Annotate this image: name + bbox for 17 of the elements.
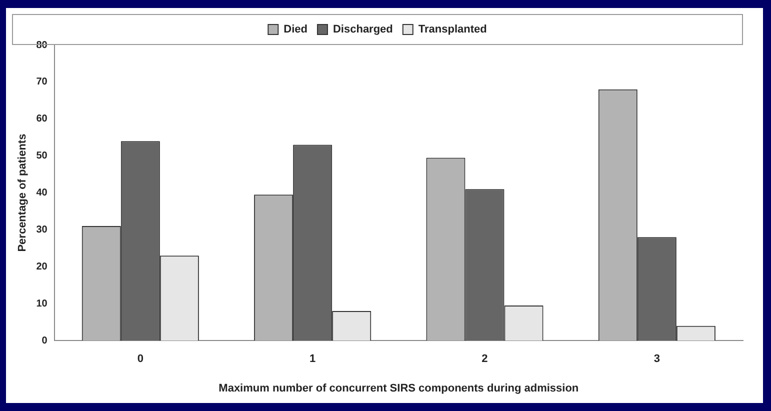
x-tick-label: 0 — [137, 353, 144, 366]
x-axis-title: Maximum number of concurrent SIRS components during admission — [218, 382, 579, 394]
y-tick-label: 0 — [42, 335, 48, 346]
y-tick-label: 60 — [36, 114, 48, 125]
legend-label: Died — [284, 24, 308, 36]
y-tick-label: 30 — [36, 224, 48, 236]
y-tick-label: 40 — [36, 188, 48, 199]
y-axis-title: Percentage of patients — [16, 134, 29, 252]
x-tick-label: 1 — [310, 353, 316, 366]
y-tick-label: 20 — [36, 261, 48, 272]
y-tick-label: 50 — [36, 150, 48, 162]
legend-label: Transplanted — [418, 24, 487, 36]
y-tick-label: 70 — [36, 76, 48, 88]
x-tick-label: 2 — [482, 353, 488, 366]
legend-label: Discharged — [332, 24, 393, 36]
x-tick-label: 3 — [654, 353, 660, 366]
y-tick-label: 10 — [36, 298, 48, 310]
